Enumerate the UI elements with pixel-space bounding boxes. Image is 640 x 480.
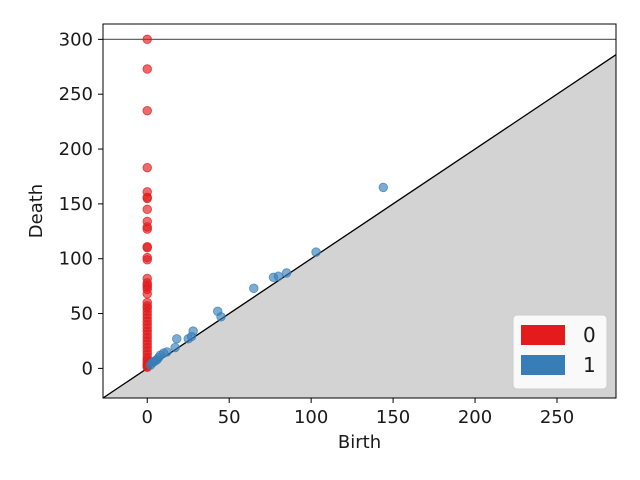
- data-point: [142, 193, 152, 204]
- data-point: [311, 247, 321, 257]
- series-0-points: [142, 34, 152, 372]
- y-axis-label: Death: [26, 184, 47, 238]
- y-tick-label: 100: [59, 249, 93, 270]
- plot-frame: [102, 23, 617, 399]
- x-tick-label: 250: [540, 407, 574, 428]
- y-tick-label: 0: [82, 358, 93, 379]
- y-tick-label: 150: [59, 194, 93, 215]
- y-tick-label: 200: [59, 139, 93, 160]
- data-point: [378, 182, 388, 193]
- data-point: [281, 268, 292, 278]
- data-point: [249, 283, 259, 294]
- legend-label-0: 0: [583, 323, 596, 347]
- data-point: [142, 34, 152, 45]
- legend: 01: [512, 314, 608, 390]
- y-tick-label: 300: [59, 29, 93, 50]
- diagonal-line: [103, 53, 616, 398]
- legend-swatch-1: [521, 355, 565, 375]
- data-point: [142, 289, 152, 299]
- data-point: [183, 334, 193, 344]
- x-tick-label: 100: [294, 407, 328, 428]
- data-point: [145, 360, 156, 370]
- data-point: [172, 334, 182, 344]
- data-point: [268, 272, 279, 283]
- data-point: [142, 105, 152, 116]
- x-tick-label: 0: [142, 407, 153, 428]
- legend-label-1: 1: [583, 353, 596, 377]
- data-point: [142, 204, 152, 215]
- x-axis-label: Birth: [338, 432, 381, 453]
- plot-content: [103, 34, 616, 398]
- data-point: [216, 312, 226, 322]
- data-point: [142, 64, 152, 74]
- y-tick-label: 250: [59, 84, 93, 105]
- data-point: [142, 243, 152, 253]
- legend-swatch-0: [521, 325, 565, 345]
- x-tick-label: 200: [458, 407, 492, 428]
- data-point: [142, 162, 152, 173]
- plot-area: [103, 34, 616, 398]
- x-tick-label: 150: [376, 407, 410, 428]
- axes: 0 50 100 150 200 250 0 50 100 150 200 250 300 Birth De…: [26, 23, 617, 453]
- data-point: [170, 342, 180, 353]
- series-1-points: [145, 182, 388, 370]
- data-point: [142, 255, 152, 265]
- y-tick-label: 50: [70, 304, 93, 325]
- x-tick-label: 50: [218, 407, 241, 428]
- data-point: [142, 224, 152, 234]
